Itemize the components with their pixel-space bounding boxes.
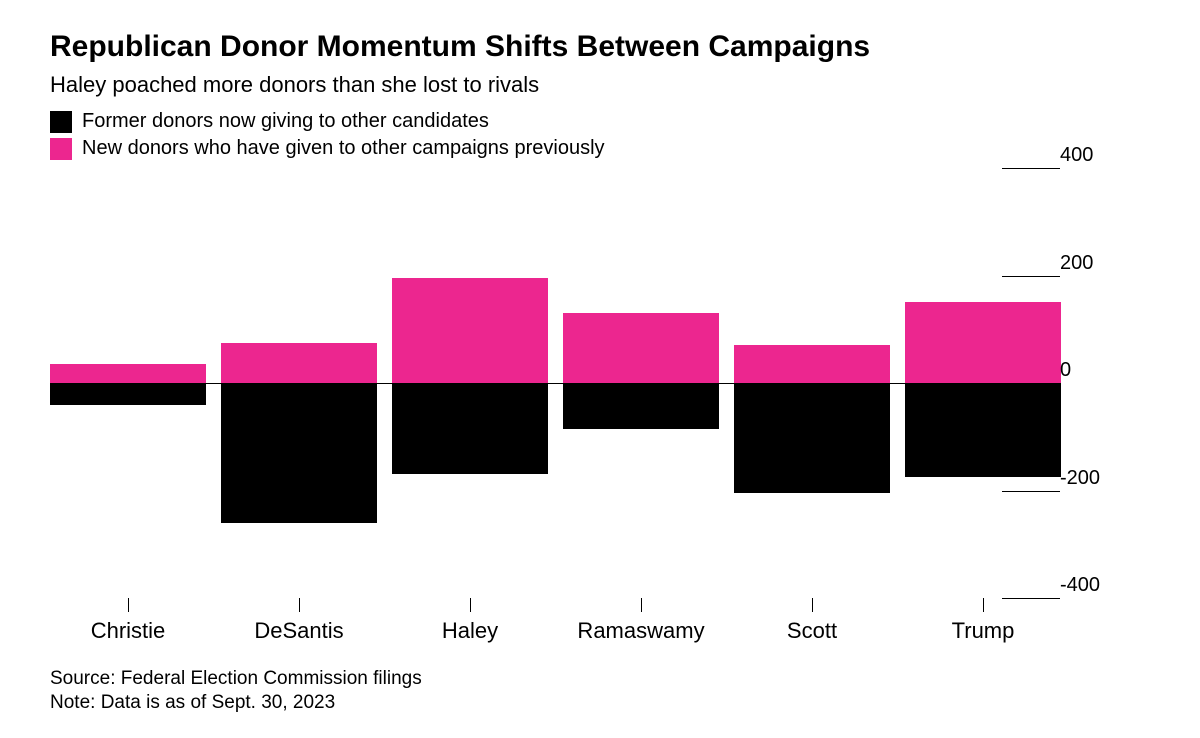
x-tick-mark (812, 598, 813, 612)
y-tick-label: 200 (1060, 252, 1093, 275)
legend-item-new-donors: New donors who have given to other campa… (50, 137, 1150, 160)
bar-negative (221, 383, 377, 523)
x-tick-label: Trump (952, 618, 1015, 644)
x-tick-label: Christie (91, 618, 166, 644)
chart-area: 4002000-200-400 (50, 168, 1130, 598)
bar-negative (392, 383, 548, 474)
x-axis: Christie DeSantis Haley Ramaswamy Scott Trump (50, 598, 1060, 658)
y-tick-label: -400 (1060, 574, 1100, 597)
grid-segment (1002, 168, 1060, 169)
bar-positive (392, 278, 548, 383)
grid-segment (1002, 276, 1060, 277)
legend: Former donors now giving to other candid… (50, 110, 1150, 160)
zero-line (50, 383, 1060, 384)
bar-negative (734, 383, 890, 493)
y-tick-label: 0 (1060, 359, 1071, 382)
y-axis: 4002000-200-400 (1060, 168, 1130, 598)
bar-negative (905, 383, 1061, 477)
x-tick-label: Scott (787, 618, 837, 644)
bar-positive (221, 343, 377, 383)
bar-positive (563, 313, 719, 383)
chart-subtitle: Haley poached more donors than she lost … (50, 72, 1150, 98)
x-tick-mark (641, 598, 642, 612)
x-tick-label: Ramaswamy (577, 618, 704, 644)
note-text: Note: Data is as of Sept. 30, 2023 (50, 692, 1150, 714)
x-tick-mark (470, 598, 471, 612)
legend-label: New donors who have given to other campa… (82, 137, 605, 160)
chart-footer: Source: Federal Election Commission fili… (50, 668, 1150, 714)
x-tick-label: DeSantis (254, 618, 343, 644)
grid-segment (1002, 491, 1060, 492)
x-tick-mark (299, 598, 300, 612)
x-tick-mark (128, 598, 129, 612)
bar-positive (734, 345, 890, 383)
x-tick-mark (983, 598, 984, 612)
plot-area (50, 168, 1060, 598)
y-tick-label: -200 (1060, 467, 1100, 490)
bar-positive (50, 364, 206, 383)
legend-label: Former donors now giving to other candid… (82, 110, 489, 133)
y-tick-label: 400 (1060, 144, 1093, 167)
legend-swatch-pink (50, 138, 72, 160)
chart-title: Republican Donor Momentum Shifts Between… (50, 30, 1150, 64)
x-tick-label: Haley (442, 618, 498, 644)
legend-item-former-donors: Former donors now giving to other candid… (50, 110, 1150, 133)
legend-swatch-black (50, 111, 72, 133)
bar-negative (563, 383, 719, 429)
bar-positive (905, 302, 1061, 383)
bar-negative (50, 383, 206, 405)
source-text: Source: Federal Election Commission fili… (50, 668, 1150, 690)
